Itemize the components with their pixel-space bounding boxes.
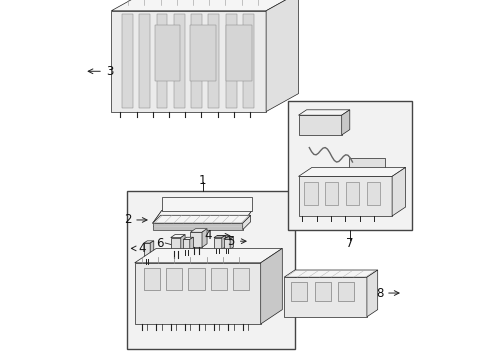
Polygon shape bbox=[298, 167, 405, 176]
Bar bbox=[208, 14, 219, 108]
Bar bbox=[314, 282, 330, 301]
Polygon shape bbox=[202, 229, 206, 247]
Polygon shape bbox=[284, 277, 366, 317]
Text: 2: 2 bbox=[123, 213, 147, 226]
Polygon shape bbox=[111, 0, 298, 11]
Text: 1: 1 bbox=[199, 174, 206, 186]
Bar bbox=[143, 268, 160, 290]
Bar bbox=[226, 25, 251, 81]
Bar bbox=[210, 268, 226, 290]
Polygon shape bbox=[284, 270, 377, 277]
Polygon shape bbox=[134, 248, 282, 263]
Polygon shape bbox=[152, 223, 242, 230]
Polygon shape bbox=[391, 167, 405, 216]
Bar bbox=[243, 14, 253, 108]
Text: 4: 4 bbox=[203, 229, 229, 242]
Polygon shape bbox=[230, 237, 233, 249]
Polygon shape bbox=[265, 0, 298, 112]
Bar bbox=[156, 14, 167, 108]
Bar bbox=[337, 282, 354, 301]
Polygon shape bbox=[134, 263, 260, 324]
Bar bbox=[348, 158, 384, 169]
Polygon shape bbox=[242, 215, 250, 230]
Bar bbox=[291, 282, 307, 301]
Polygon shape bbox=[298, 110, 349, 115]
Polygon shape bbox=[341, 110, 349, 135]
Bar bbox=[225, 14, 236, 108]
Circle shape bbox=[152, 294, 167, 310]
Bar bbox=[174, 14, 184, 108]
Bar bbox=[191, 14, 202, 108]
Text: 3: 3 bbox=[88, 65, 113, 78]
Polygon shape bbox=[190, 232, 202, 247]
Bar bbox=[345, 182, 359, 205]
Polygon shape bbox=[183, 237, 193, 239]
Polygon shape bbox=[366, 270, 377, 317]
Polygon shape bbox=[298, 115, 341, 135]
Polygon shape bbox=[150, 241, 153, 259]
Bar bbox=[139, 14, 150, 108]
Polygon shape bbox=[190, 229, 206, 232]
Polygon shape bbox=[189, 237, 193, 250]
Bar bbox=[188, 268, 204, 290]
Bar bbox=[287, 101, 411, 230]
Text: 6: 6 bbox=[156, 237, 163, 249]
Polygon shape bbox=[260, 248, 282, 324]
Polygon shape bbox=[170, 235, 185, 238]
Polygon shape bbox=[181, 235, 185, 251]
Polygon shape bbox=[162, 197, 251, 211]
Circle shape bbox=[241, 59, 255, 73]
Bar bbox=[232, 268, 249, 290]
Text: 8: 8 bbox=[375, 287, 398, 300]
Polygon shape bbox=[298, 176, 391, 216]
Text: 5: 5 bbox=[227, 235, 245, 248]
Bar bbox=[166, 268, 182, 290]
Polygon shape bbox=[183, 239, 189, 250]
Bar bbox=[122, 14, 133, 108]
Polygon shape bbox=[213, 238, 222, 249]
Polygon shape bbox=[170, 238, 181, 251]
Polygon shape bbox=[213, 235, 225, 238]
Polygon shape bbox=[111, 11, 265, 112]
Bar bbox=[324, 182, 338, 205]
Bar bbox=[190, 25, 215, 81]
Circle shape bbox=[129, 59, 143, 73]
Text: 7: 7 bbox=[346, 237, 353, 249]
Polygon shape bbox=[223, 237, 233, 239]
Bar bbox=[154, 25, 179, 81]
Text: 4: 4 bbox=[131, 242, 145, 255]
Polygon shape bbox=[143, 241, 153, 243]
Bar bbox=[127, 191, 294, 349]
Polygon shape bbox=[152, 211, 251, 223]
Polygon shape bbox=[152, 215, 250, 223]
Circle shape bbox=[224, 294, 239, 310]
Polygon shape bbox=[223, 239, 230, 249]
Polygon shape bbox=[222, 235, 225, 249]
Bar bbox=[303, 182, 317, 205]
Bar bbox=[366, 182, 380, 205]
Polygon shape bbox=[143, 243, 150, 259]
Polygon shape bbox=[152, 211, 251, 223]
